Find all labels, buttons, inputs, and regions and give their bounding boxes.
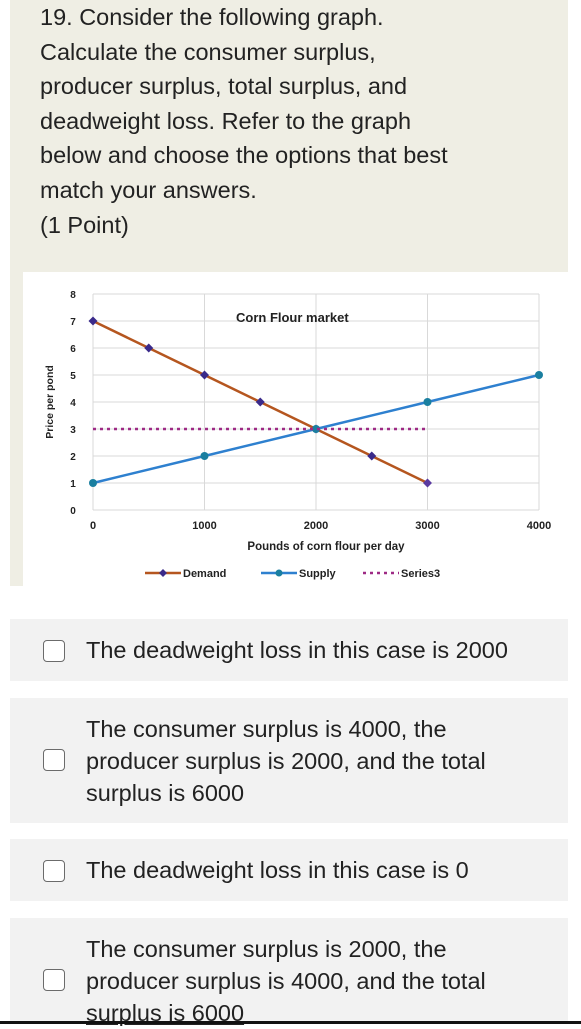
y-axis-label: Price per pond	[44, 365, 56, 439]
legend-label-demand: Demand	[183, 568, 226, 580]
chart-title: Corn Flour market	[236, 310, 349, 325]
legend-marker	[275, 569, 283, 577]
option-label: The consumer surplus is 4000, the produc…	[86, 713, 536, 809]
y-tick-label: 2	[70, 452, 76, 463]
option-checkbox[interactable]	[43, 640, 65, 662]
y-tick-label: 6	[70, 344, 76, 355]
option-label: The consumer surplus is 2000, the produc…	[86, 933, 536, 1029]
option-label-line: producer surplus is 2000, and the total	[86, 748, 486, 774]
legend-marker	[159, 569, 167, 577]
y-tick-label: 4	[70, 398, 76, 409]
data-point-supply	[423, 398, 432, 406]
data-point-demand	[144, 343, 154, 353]
option-label-line: surplus is 6000	[86, 1000, 245, 1026]
question-line: below and choose the options that best	[40, 142, 448, 169]
option-label-line: The consumer surplus is 2000, the	[86, 936, 447, 962]
data-point-demand	[423, 478, 432, 488]
data-point-supply	[200, 452, 209, 460]
option-checkbox[interactable]	[43, 860, 65, 882]
bottom-edge-bar	[0, 1021, 581, 1024]
question-line: match your answers.	[40, 176, 257, 203]
data-point-supply	[312, 425, 320, 433]
question-line: producer surplus, total surplus, and	[40, 73, 408, 100]
option-4[interactable]: The consumer surplus is 2000, the produc…	[10, 918, 568, 1026]
question-panel: 19. Consider the following graph. Calcul…	[10, 0, 575, 586]
x-tick-label: 2000	[304, 520, 328, 532]
question-points: (1 Point)	[40, 211, 129, 238]
legend-label-series3: Series3	[401, 568, 440, 580]
option-label-line: surplus is 6000	[86, 780, 245, 806]
data-point-supply	[535, 371, 543, 379]
option-label: The deadweight loss in this case is 2000	[86, 634, 536, 666]
option-3[interactable]: The deadweight loss in this case is 0	[10, 839, 568, 901]
question-line: 19. Consider the following graph.	[40, 4, 384, 30]
data-point-demand	[255, 397, 265, 407]
option-label-line: The deadweight loss in this case is 2000	[86, 637, 508, 663]
corn-flour-chart: 0 1 2 3 4 5 6 7 8 0 1000 2000 3000 4000 Pounds of corn…	[44, 290, 551, 580]
x-tick-label: 3000	[415, 520, 439, 532]
data-point-demand	[88, 316, 98, 326]
question-line: deadweight loss. Refer to the graph	[40, 107, 412, 134]
data-point-supply	[89, 479, 97, 487]
option-label-line: producer surplus is 4000, and the total	[86, 968, 486, 994]
x-tick-label: 4000	[527, 520, 551, 532]
question-line: Calculate the consumer surplus,	[40, 38, 376, 65]
option-2[interactable]: The consumer surplus is 4000, the produc…	[10, 698, 568, 823]
option-label-line: The consumer surplus is 4000, the	[86, 716, 447, 742]
chart-image: 0 1 2 3 4 5 6 7 8 0 1000 2000 3000 4000 Pounds of corn…	[23, 272, 575, 586]
y-tick-label: 8	[70, 290, 76, 301]
question-text: 19. Consider the following graph. Calcul…	[40, 0, 560, 242]
x-axis-label: Pounds of corn flour per day	[247, 541, 405, 553]
y-tick-label: 7	[70, 317, 76, 328]
data-point-demand	[367, 451, 377, 461]
legend-label-supply: Supply	[299, 568, 337, 580]
option-label-line: The deadweight loss in this case is 0	[86, 857, 469, 883]
option-checkbox[interactable]	[43, 969, 65, 991]
x-tick-label: 1000	[192, 520, 216, 532]
data-point-demand	[200, 370, 209, 380]
option-1[interactable]: The deadweight loss in this case is 2000	[10, 619, 568, 681]
option-label: The deadweight loss in this case is 0	[86, 854, 536, 886]
y-tick-label: 0	[70, 506, 76, 517]
y-tick-label: 3	[70, 425, 76, 436]
y-tick-label: 1	[70, 479, 76, 490]
option-checkbox[interactable]	[43, 749, 65, 771]
y-tick-label: 5	[70, 371, 76, 382]
x-tick-label: 0	[90, 520, 96, 532]
